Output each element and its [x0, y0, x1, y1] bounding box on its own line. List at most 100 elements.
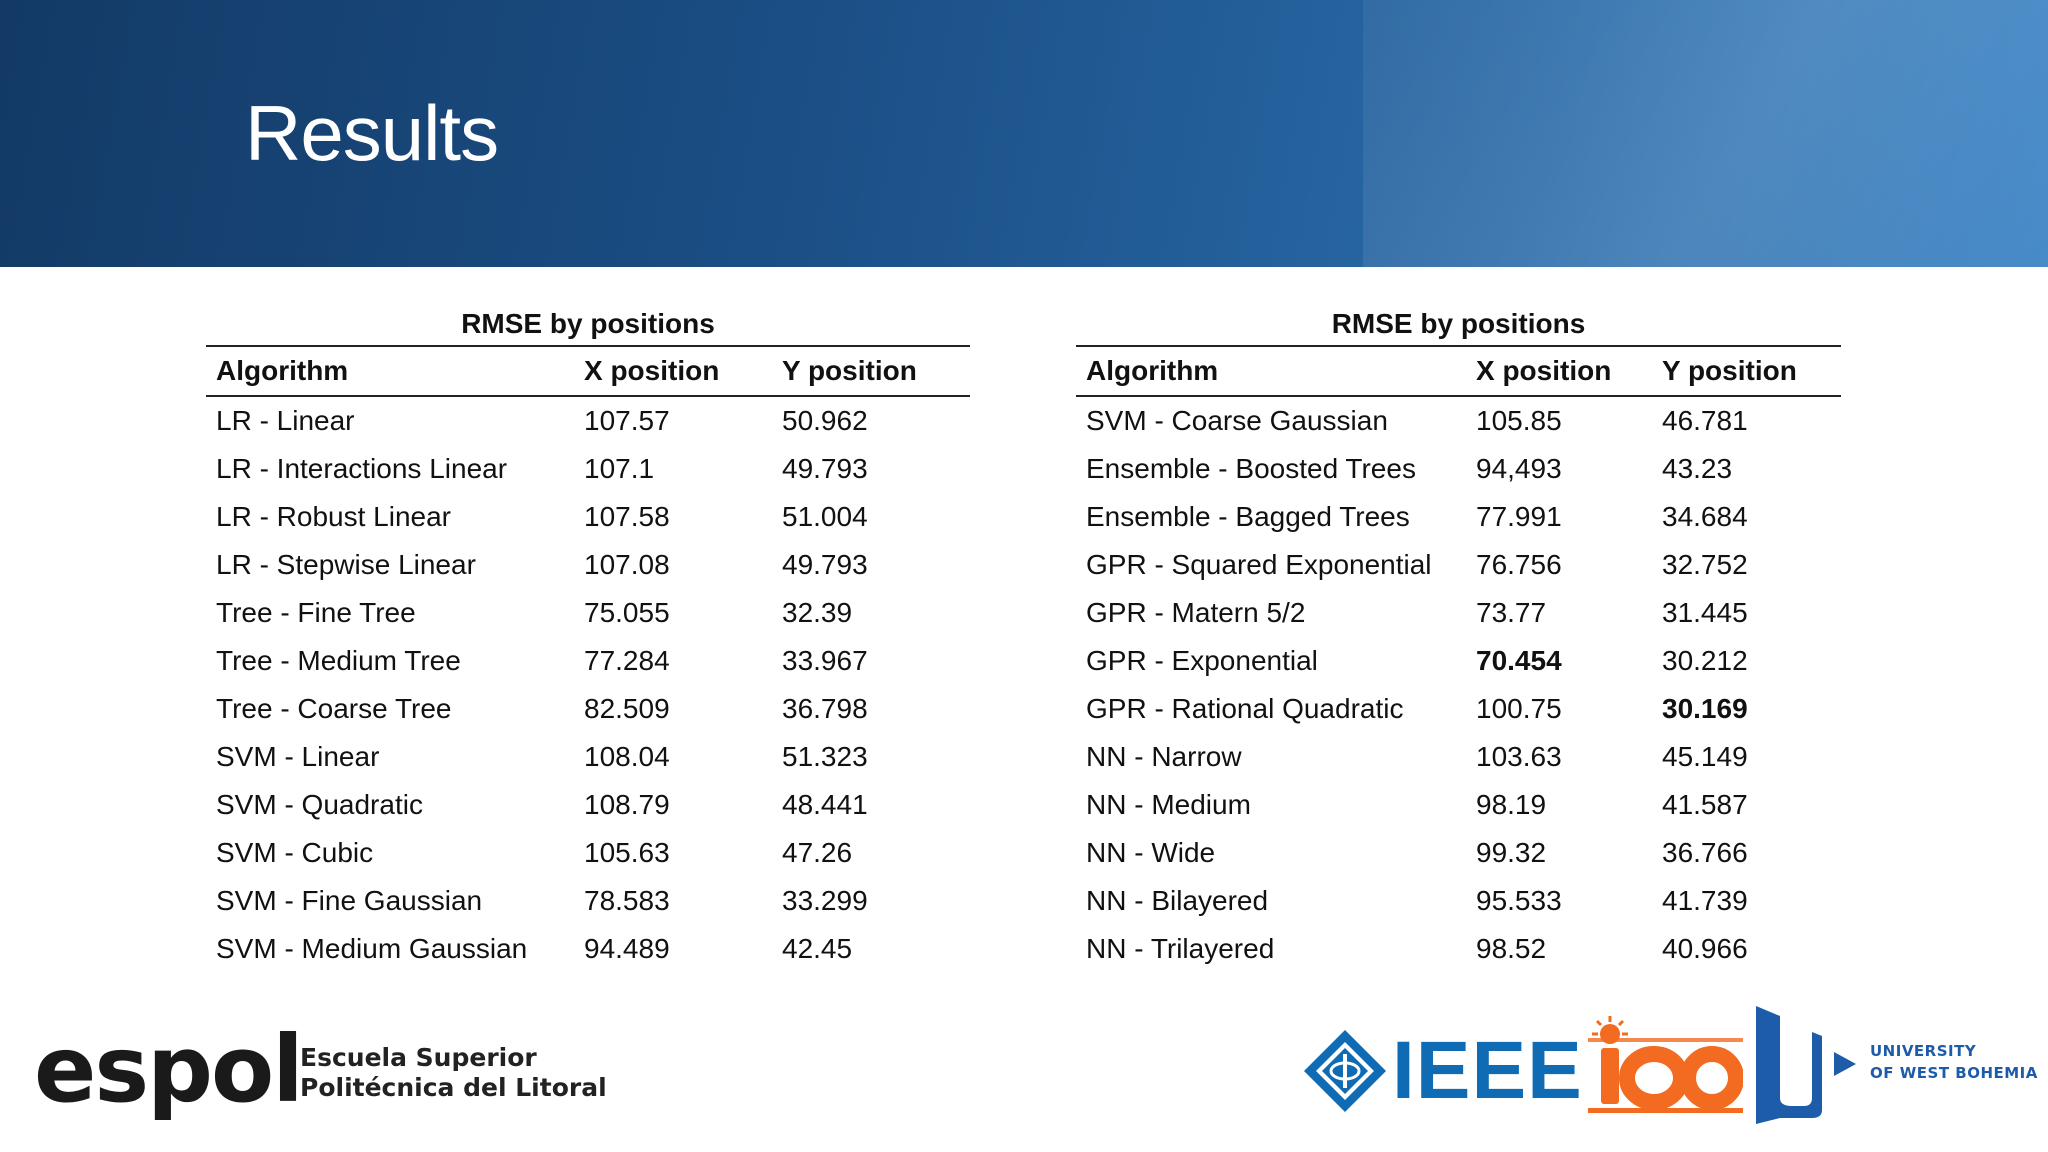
- cell-x-position: 73.77: [1476, 597, 1547, 628]
- table-caption: RMSE by positions: [461, 308, 715, 339]
- cell-y-position: 41.587: [1662, 789, 1748, 820]
- espol-wordmark: espol: [34, 1016, 304, 1123]
- cell-algorithm: SVM - Linear: [216, 741, 380, 772]
- cell-x-position: 76.756: [1476, 549, 1562, 580]
- column-header-algorithm: Algorithm: [216, 355, 349, 386]
- cell-y-position: 47.26: [782, 837, 853, 868]
- cell-y-position: 45.149: [1662, 741, 1748, 772]
- cell-x-position: 107.58: [584, 501, 670, 532]
- espol-name-line-2: Politécnica del Litoral: [300, 1073, 607, 1102]
- cell-algorithm: SVM - Coarse Gaussian: [1086, 405, 1388, 436]
- cell-y-position: 32.39: [782, 597, 853, 628]
- cell-y-position: 36.798: [782, 693, 868, 724]
- table-row: NN - Wide 99.32 36.766: [1076, 829, 1841, 877]
- cell-x-position: 77.284: [584, 645, 670, 676]
- table-row: Tree - Medium Tree 77.284 33.967: [206, 637, 970, 685]
- column-header-y-position: Y position: [1662, 355, 1797, 386]
- cell-x-position: 105.85: [1476, 405, 1562, 436]
- table-row: SVM - Linear 108.04 51.323: [206, 733, 970, 781]
- slide-title: Results: [245, 89, 499, 177]
- table-row: SVM - Quadratic 108.79 48.441: [206, 781, 970, 829]
- cell-y-position: 36.766: [1662, 837, 1748, 868]
- ies-logo: [1588, 1014, 1744, 1116]
- uwb-name-line-1: UNIVERSITY: [1870, 1042, 1977, 1060]
- cell-algorithm: NN - Trilayered: [1086, 933, 1275, 964]
- cell-algorithm: Ensemble - Bagged Trees: [1086, 501, 1410, 532]
- table-row: SVM - Fine Gaussian 78.583 33.299: [206, 877, 970, 925]
- table-row: SVM - Medium Gaussian 94.489 42.45: [206, 925, 970, 973]
- table-row: Ensemble - Bagged Trees 77.991 34.684: [1076, 493, 1841, 541]
- table-row: LR - Linear 107.57 50.962: [206, 396, 970, 445]
- uwb-name-line-2: OF WEST BOHEMIA: [1870, 1064, 2038, 1082]
- cell-y-position: 32.752: [1662, 549, 1748, 580]
- cell-algorithm: SVM - Fine Gaussian: [216, 885, 483, 916]
- cell-y-position: 49.793: [782, 453, 868, 484]
- cell-y-position: 50.962: [782, 405, 868, 436]
- cell-x-position: 94,493: [1476, 453, 1562, 484]
- cell-algorithm: SVM - Medium Gaussian: [216, 933, 528, 964]
- espol-logo: espol Escuela Superior Politécnica del L…: [34, 1015, 607, 1135]
- cell-algorithm: GPR - Rational Quadratic: [1086, 693, 1404, 724]
- cell-x-position: 105.63: [584, 837, 670, 868]
- rmse-table-right: RMSE by positions Algorithm X position Y…: [1076, 303, 1841, 973]
- table-row: GPR - Exponential 70.454 30.212: [1076, 637, 1841, 685]
- cell-x-position: 107.57: [584, 405, 670, 436]
- table-row: NN - Bilayered 95.533 41.739: [1076, 877, 1841, 925]
- table-row: LR - Interactions Linear 107.1 49.793: [206, 445, 970, 493]
- ieee-diamond-icon: [1304, 1030, 1386, 1112]
- column-header-algorithm: Algorithm: [1086, 355, 1219, 386]
- table-row: Ensemble - Boosted Trees 94,493 43.23: [1076, 445, 1841, 493]
- cell-y-position: 30.212: [1662, 645, 1748, 676]
- table-row: GPR - Rational Quadratic 100.75 30.169: [1076, 685, 1841, 733]
- table-header-row: Algorithm X position Y position: [1076, 346, 1841, 396]
- cell-x-position: 75.055: [584, 597, 670, 628]
- cell-algorithm: NN - Medium: [1086, 789, 1251, 820]
- column-header-x-position: X position: [584, 355, 720, 386]
- results-table: Algorithm X position Y position LR - Lin…: [206, 345, 970, 973]
- table-row: LR - Robust Linear 107.58 51.004: [206, 493, 970, 541]
- title-banner: [0, 0, 2048, 267]
- table-row: NN - Medium 98.19 41.587: [1076, 781, 1841, 829]
- cell-y-position: 33.967: [782, 645, 868, 676]
- column-header-x-position: X position: [1476, 355, 1612, 386]
- cell-x-position: 78.583: [584, 885, 670, 916]
- cell-algorithm: Ensemble - Boosted Trees: [1086, 453, 1416, 484]
- cell-y-position: 30.169: [1662, 693, 1748, 724]
- cell-x-position: 94.489: [584, 933, 670, 964]
- cell-y-position: 49.793: [782, 549, 868, 580]
- ieee-wordmark: IEEE: [1392, 1025, 1583, 1116]
- table-row: NN - Trilayered 98.52 40.966: [1076, 925, 1841, 973]
- ieee-logo: IEEE: [1302, 1028, 1582, 1114]
- espol-institution-name: Escuela Superior Politécnica del Litoral: [300, 1043, 607, 1103]
- cell-algorithm: SVM - Cubic: [216, 837, 374, 868]
- rmse-table-left: RMSE by positions Algorithm X position Y…: [206, 303, 970, 973]
- cell-algorithm: LR - Linear: [216, 405, 355, 436]
- table-row: SVM - Cubic 105.63 47.26: [206, 829, 970, 877]
- table-header-row: Algorithm X position Y position: [206, 346, 970, 396]
- cell-y-position: 51.323: [782, 741, 868, 772]
- cell-algorithm: SVM - Quadratic: [216, 789, 423, 820]
- cell-algorithm: Tree - Coarse Tree: [216, 693, 452, 724]
- cell-algorithm: NN - Wide: [1086, 837, 1216, 868]
- espol-name-line-1: Escuela Superior: [300, 1043, 537, 1072]
- cell-x-position: 108.79: [584, 789, 670, 820]
- table-row: Tree - Coarse Tree 82.509 36.798: [206, 685, 970, 733]
- cell-algorithm: GPR - Matern 5/2: [1086, 597, 1306, 628]
- cell-x-position: 70.454: [1476, 645, 1562, 676]
- cell-x-position: 103.63: [1476, 741, 1562, 772]
- cell-y-position: 41.739: [1662, 885, 1748, 916]
- uwb-icon: [1756, 1006, 1856, 1124]
- cell-algorithm: GPR - Squared Exponential: [1086, 549, 1432, 580]
- table-row: Tree - Fine Tree 75.055 32.39: [206, 589, 970, 637]
- uwb-logo: UNIVERSITY OF WEST BOHEMIA: [1752, 1006, 2037, 1124]
- cell-algorithm: LR - Robust Linear: [216, 501, 452, 532]
- cell-y-position: 46.781: [1662, 405, 1748, 436]
- cell-x-position: 82.509: [584, 693, 670, 724]
- banner-highlight-panel: [1363, 0, 2048, 267]
- cell-y-position: 34.684: [1662, 501, 1748, 532]
- cell-algorithm: GPR - Exponential: [1086, 645, 1318, 676]
- cell-x-position: 107.1: [584, 453, 655, 484]
- table-row: LR - Stepwise Linear 107.08 49.793: [206, 541, 970, 589]
- cell-algorithm: Tree - Medium Tree: [216, 645, 461, 676]
- table-row: GPR - Matern 5/2 73.77 31.445: [1076, 589, 1841, 637]
